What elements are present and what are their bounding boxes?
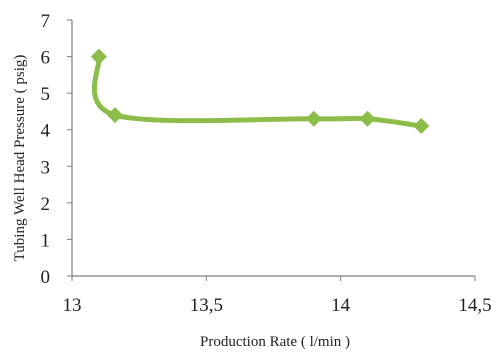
data-point-marker: [106, 107, 123, 124]
data-point-marker: [305, 110, 322, 127]
y-tick-label: 5: [41, 84, 51, 105]
y-tick-label: 3: [41, 157, 51, 178]
y-tick-label: 2: [41, 194, 51, 215]
x-axis-title: Production Rate ( l/min ): [200, 334, 350, 350]
y-tick-label: 6: [41, 48, 51, 69]
x-tick-label: 14: [331, 295, 351, 316]
x-tick-label: 14,5: [458, 295, 491, 316]
data-point-marker: [413, 118, 430, 135]
data-point-marker: [90, 48, 107, 65]
x-tick-label: 13: [63, 295, 82, 316]
data-point-marker: [359, 110, 376, 127]
y-tick-label: 1: [41, 230, 51, 251]
y-tick-label: 7: [41, 11, 51, 32]
y-tick-label: 4: [41, 121, 51, 142]
y-tick-label: 0: [41, 267, 51, 288]
y-axis-title: Tubing Well Head Pressure ( psig): [12, 55, 28, 262]
x-tick-label: 13,5: [190, 295, 223, 316]
